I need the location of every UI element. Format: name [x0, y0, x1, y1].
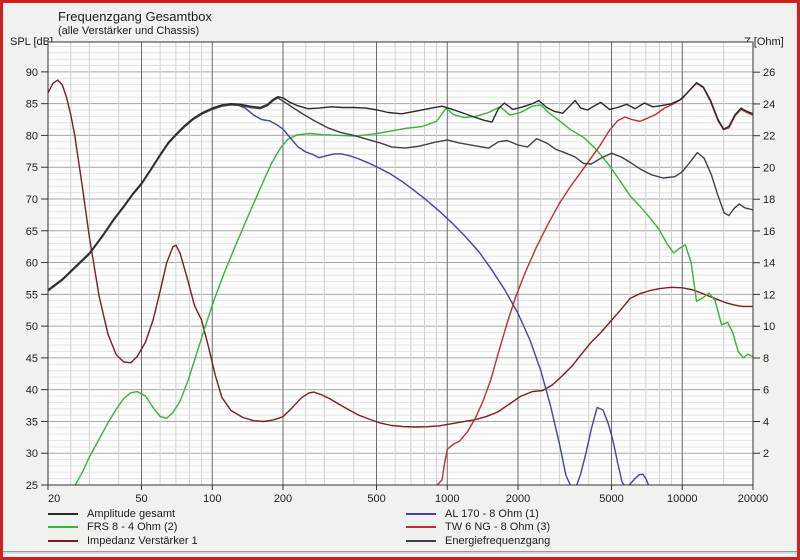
- legend-item-al-170-8-ohm-1: AL 170 - 8 Ohm (1): [406, 507, 550, 520]
- frequency-tick-label: 500: [367, 493, 385, 505]
- legend-item-impedanz-verst-rker-1: Impedanz Verstärker 1: [48, 534, 198, 547]
- series-curves: [48, 79, 753, 485]
- left-axis-tick-label: 25: [26, 480, 38, 492]
- legend-item-energiefrequenzgang: Energiefrequenzgang: [406, 534, 550, 547]
- right-axis-tick-label: 26: [763, 67, 775, 79]
- axis-ticks: 9085807570656055504540353025262422201816…: [26, 67, 776, 505]
- right-axis-tick-label: 10: [763, 321, 775, 333]
- right-axis-tick-label: 2: [763, 448, 769, 460]
- legend-label: Amplitude gesamt: [87, 507, 176, 520]
- chart-title: Frequenzgang Gesamtbox: [58, 9, 212, 24]
- frequency-tick-label: 10000: [667, 493, 698, 505]
- left-axis-tick-label: 65: [26, 226, 38, 238]
- legend-label: TW 6 NG - 8 Ohm (3): [445, 521, 551, 533]
- grid: [48, 42, 753, 485]
- legend-color-swatch: [48, 512, 78, 515]
- left-axis-tick-label: 50: [26, 321, 38, 333]
- left-axis-tick-label: 40: [26, 385, 38, 397]
- legend-right-column: AL 170 - 8 Ohm (1) TW 6 NG - 8 Ohm (3) Ene…: [406, 507, 550, 548]
- frequency-tick-label: 20000: [738, 493, 769, 505]
- window-bottom-edge: [3, 551, 797, 555]
- left-axis-tick-label: 70: [26, 194, 38, 206]
- left-axis-tick-label: 45: [26, 353, 38, 365]
- frequency-tick-label: 1000: [435, 493, 459, 505]
- legend-label: Impedanz Verstärker 1: [87, 534, 198, 547]
- legend-color-swatch: [406, 539, 436, 542]
- left-axis-tick-label: 90: [26, 67, 38, 79]
- curve-impedanz-verst-rker-1: [48, 79, 753, 428]
- frequency-tick-label: 5000: [599, 493, 623, 505]
- curve-frs-8-4-ohm-2: [74, 104, 753, 485]
- legend-label: Energiefrequenzgang: [445, 534, 551, 547]
- curve-amplitude-gesamt: [48, 81, 753, 291]
- left-axis-tick-label: 75: [26, 162, 38, 174]
- left-axis-tick-label: 55: [26, 289, 38, 301]
- chart-subtitle: (alle Verstärker und Chassis): [58, 25, 200, 37]
- legend-item-tw-6-ng-8-ohm-3: TW 6 NG - 8 Ohm (3): [406, 521, 550, 534]
- legend-color-swatch: [48, 526, 78, 528]
- plot-frame: [47, 41, 754, 486]
- legend-color-swatch: [48, 539, 78, 542]
- right-axis-tick-label: 24: [763, 99, 775, 111]
- right-axis-tick-label: 22: [763, 131, 775, 143]
- right-axis-tick-label: 16: [763, 226, 775, 238]
- right-axis-tick-label: 8: [763, 353, 769, 365]
- right-axis-tick-label: 20: [763, 162, 775, 174]
- right-axis-tick-label: 14: [763, 258, 775, 270]
- right-axis-tick-label: 18: [763, 194, 775, 206]
- plot-background: [48, 42, 753, 485]
- frequency-tick-label: 2000: [506, 493, 530, 505]
- left-axis-tick-label: 80: [26, 130, 38, 142]
- left-axis-unit-label: SPL [dB]: [10, 36, 54, 48]
- legend-color-swatch: [406, 526, 436, 528]
- frequency-tick-label: 20: [48, 493, 60, 505]
- legend-item-frs-8-4-ohm-2: FRS 8 - 4 Ohm (2): [48, 521, 198, 534]
- legend-item-amplitude-gesamt: Amplitude gesamt: [48, 507, 198, 520]
- right-axis-tick-label: 6: [763, 385, 769, 397]
- left-axis-tick-label: 60: [26, 258, 38, 270]
- frequency-tick-label: 100: [203, 493, 221, 505]
- left-axis-tick-label: 30: [26, 448, 38, 460]
- frequency-tick-label: 50: [135, 493, 147, 505]
- right-axis-tick-label: 12: [763, 289, 775, 301]
- frequency-tick-label: 200: [274, 493, 292, 505]
- left-axis-tick-label: 85: [26, 99, 38, 111]
- left-axis-tick-label: 35: [26, 416, 38, 428]
- right-axis-unit-label: Z [Ohm]: [744, 36, 784, 48]
- legend-left-column: Amplitude gesamt FRS 8 - 4 Ohm (2) Impedan…: [48, 507, 198, 548]
- frequency-response-plot: 9085807570656055504540353025262422201816…: [26, 41, 776, 505]
- legend-label: FRS 8 - 4 Ohm (2): [87, 521, 178, 533]
- curve-energiefrequenzgang: [48, 97, 753, 292]
- right-axis-tick-label: 4: [763, 416, 769, 428]
- legend-color-swatch: [406, 512, 436, 515]
- legend-label: AL 170 - 8 Ohm (1): [445, 507, 539, 520]
